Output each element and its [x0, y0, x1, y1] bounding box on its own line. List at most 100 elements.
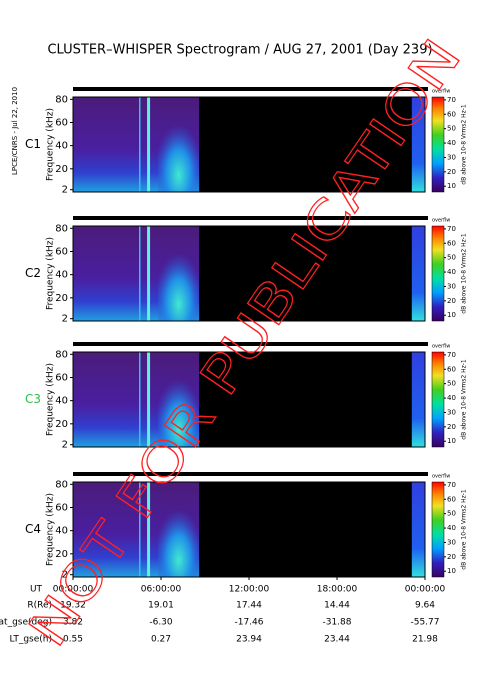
ephemeris-label: Lat_gse(deg) — [0, 618, 52, 628]
panels: 2 20 40 60 80 Frequency (kHz) C1 overflw 10 20 30 4… — [0, 87, 468, 645]
panel-label: C1 — [25, 137, 41, 151]
ephemeris-value: 19.32 — [60, 601, 86, 611]
colorbar-top: overflw — [432, 344, 450, 350]
top-bar — [73, 342, 428, 346]
colorbar-tick-label: 60 — [447, 495, 456, 503]
spectrogram-strip — [411, 352, 425, 447]
panel-frame — [72, 225, 426, 322]
spectrogram-line — [139, 226, 141, 321]
spectrogram-line — [147, 482, 151, 577]
y-tick-label: 20 — [55, 419, 68, 430]
spectrogram-strip — [411, 482, 425, 577]
colorbar-tick-label: 10 — [447, 182, 456, 190]
colorbar-tick-label: 30 — [447, 538, 456, 546]
ephemeris-value: -17.46 — [234, 618, 263, 628]
colorbar — [431, 351, 445, 448]
top-bar — [73, 87, 428, 91]
colorbar-label: dB above 10-8 Vrms2 Hz-1 — [461, 233, 468, 314]
side-note: LPCE/CNRS - Jul 22, 2010 — [11, 87, 19, 175]
y-tick-label: 40 — [55, 141, 68, 152]
colorbar-tick-label: 20 — [447, 297, 456, 305]
colorbar-tick-label: 10 — [447, 567, 456, 575]
colorbar-label: dB above 10-8 Vrms2 Hz-1 — [461, 104, 468, 185]
spectrogram-line — [147, 226, 151, 321]
colorbar-tick-label: 40 — [447, 139, 456, 147]
ephemeris-value: 0.27 — [151, 635, 171, 645]
x-axis-label: UT — [30, 585, 43, 595]
top-bar — [73, 216, 428, 220]
spectrogram-line — [139, 482, 141, 577]
colorbar-tick-label: 20 — [447, 423, 456, 431]
colorbar-top: overflw — [432, 474, 450, 480]
spectrogram-burst — [158, 107, 200, 192]
y-axis-label: Frequency (kHz) — [46, 363, 56, 436]
colorbar-top: overflw — [432, 89, 450, 95]
panel-frame — [72, 351, 426, 448]
x-tick-label: 00:00:00 — [53, 585, 94, 595]
y-tick-label: 60 — [55, 372, 68, 383]
spectrogram-line — [147, 97, 151, 192]
spectrogram-strip — [411, 97, 425, 192]
colorbar-tick-label: 40 — [447, 524, 456, 532]
ephemeris-value: 3.82 — [63, 618, 83, 628]
y-tick-label: 80 — [55, 479, 68, 490]
colorbar-label: dB above 10-8 Vrms2 Hz-1 — [461, 359, 468, 440]
ephemeris-value: -31.88 — [322, 618, 351, 628]
ephemeris-value: -6.30 — [149, 618, 173, 628]
colorbar-tick-label: 50 — [447, 254, 456, 262]
ephemeris-value: 21.98 — [412, 635, 438, 645]
y-tick-label: 40 — [55, 270, 68, 281]
spectrogram-line — [139, 352, 141, 447]
panel-label: C4 — [25, 522, 41, 536]
y-tick-label: 2 — [62, 185, 68, 196]
ephemeris-value: 14.44 — [324, 601, 350, 611]
ephemeris-value: 19.01 — [148, 601, 174, 611]
colorbar-tick-label: 10 — [447, 311, 456, 319]
y-tick-label: 20 — [55, 164, 68, 175]
y-tick-label: 80 — [55, 223, 68, 234]
colorbar-tick-label: 70 — [447, 96, 456, 104]
colorbar-tick-label: 60 — [447, 110, 456, 118]
top-bar — [73, 472, 428, 476]
x-tick-label: 12:00:00 — [229, 585, 270, 595]
y-axis-label: Frequency (kHz) — [46, 493, 56, 566]
ephemeris-value: 23.94 — [236, 635, 262, 645]
spectrogram-burst — [158, 492, 200, 577]
colorbar-tick-label: 20 — [447, 553, 456, 561]
ephemeris-value: 23.44 — [324, 635, 350, 645]
y-tick-label: 2 — [62, 440, 68, 451]
y-tick-label: 80 — [55, 349, 68, 360]
y-tick-label: 2 — [62, 314, 68, 325]
colorbar-tick-label: 70 — [447, 225, 456, 233]
colorbar-tick-label: 60 — [447, 239, 456, 247]
y-tick-label: 2 — [62, 570, 68, 581]
colorbar-top: overflw — [432, 218, 450, 224]
panel-label: C3 — [25, 392, 41, 406]
colorbar-tick-label: 70 — [447, 351, 456, 359]
spectrogram-burst — [158, 362, 200, 447]
colorbar-tick-label: 50 — [447, 125, 456, 133]
ephemeris-value: -55.77 — [410, 618, 439, 628]
colorbar-tick-label: 40 — [447, 394, 456, 402]
colorbar-tick-label: 60 — [447, 365, 456, 373]
colorbar-tick-label: 30 — [447, 153, 456, 161]
y-tick-label: 40 — [55, 396, 68, 407]
colorbar-tick-label: 20 — [447, 168, 456, 176]
colorbar — [431, 225, 445, 322]
ephemeris-label: R(Re) — [27, 601, 52, 611]
spectrogram-strip — [411, 226, 425, 321]
colorbar-label: dB above 10-8 Vrms2 Hz-1 — [461, 489, 468, 570]
x-tick-label: 06:00:00 — [141, 585, 182, 595]
ephemeris-value: 17.44 — [236, 601, 262, 611]
y-tick-label: 40 — [55, 526, 68, 537]
y-axis-label: Frequency (kHz) — [46, 237, 56, 310]
colorbar-tick-label: 10 — [447, 437, 456, 445]
spectrogram-line — [147, 352, 151, 447]
spectrogram-line — [139, 97, 141, 192]
colorbar-tick-label: 30 — [447, 408, 456, 416]
y-tick-label: 60 — [55, 117, 68, 128]
ephemeris-label: LT_gse(h) — [10, 635, 52, 645]
colorbar-tick-label: 40 — [447, 268, 456, 276]
y-tick-label: 20 — [55, 549, 68, 560]
